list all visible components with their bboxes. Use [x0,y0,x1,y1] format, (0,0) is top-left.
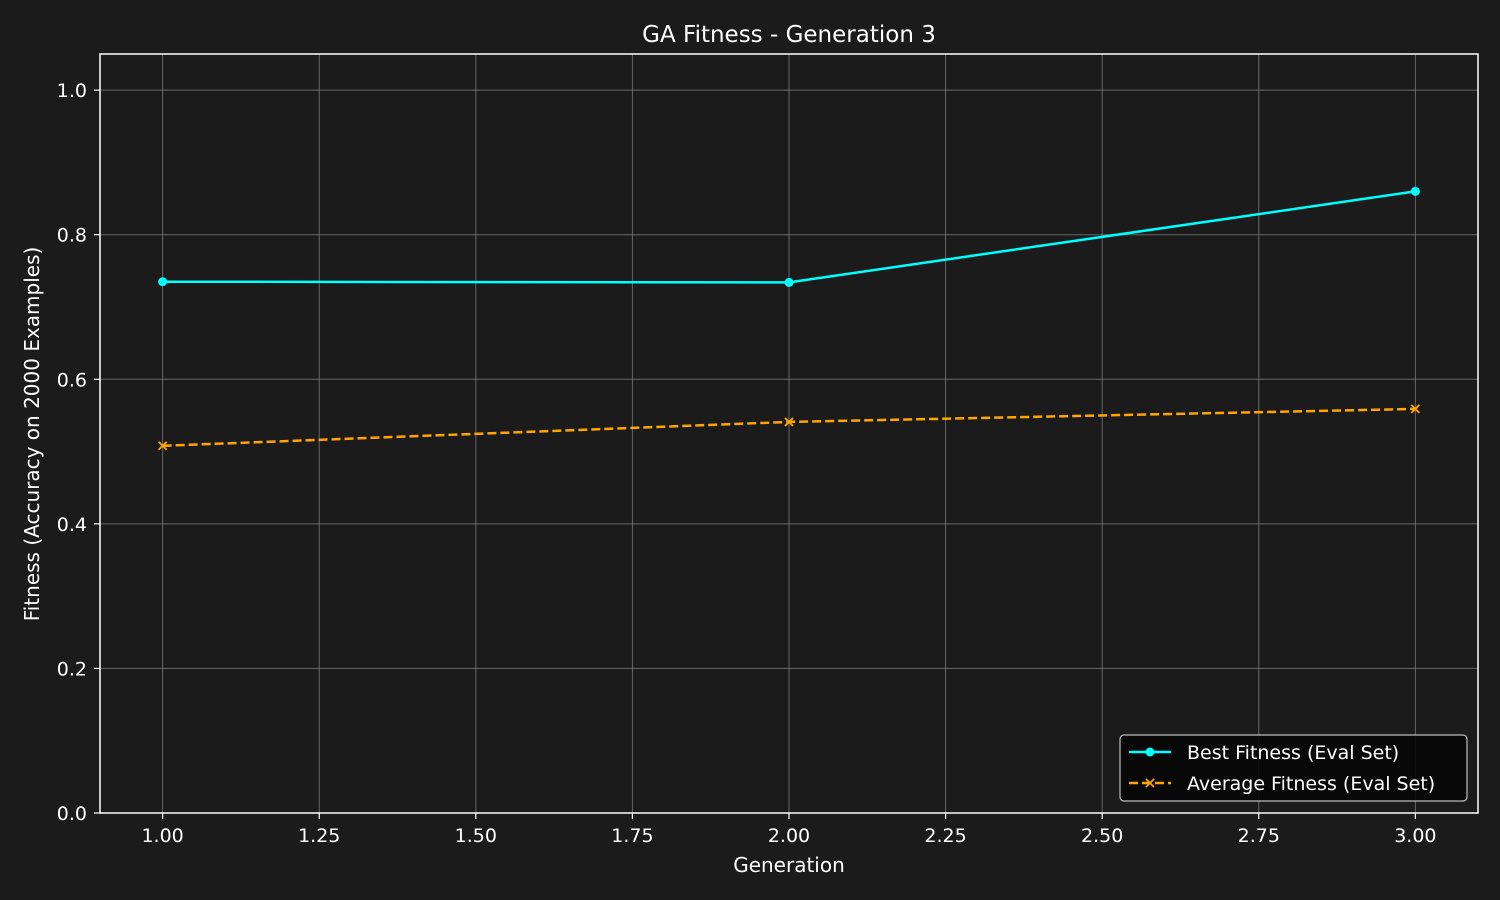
x-tick-label: 2.00 [768,825,810,847]
y-axis-ticks: 0.0 0.2 0.4 0.6 0.8 1.0 [57,80,100,825]
y-tick-label: 0.8 [57,225,87,247]
marker-stroke [157,441,168,451]
grid-lines [100,54,1478,814]
y-axis-label: Fitness (Accuracy on 2000 Examples) [20,247,44,622]
legend-label: Average Fitness (Eval Set) [1187,773,1435,795]
series-2-point [157,441,168,451]
x-tick-label: 1.50 [455,825,497,847]
series-2-point [784,417,794,427]
x-tick-label: 1.25 [298,825,340,847]
x-tick-label: 2.25 [924,825,966,847]
legend-swatch-marker [1145,747,1155,757]
legend: Best Fitness (Eval Set) Average Fitness (… [1119,734,1468,802]
series-1-point [1410,186,1420,196]
x-tick-label: 3.00 [1394,825,1436,847]
legend-label: Best Fitness (Eval Set) [1187,742,1399,764]
y-tick-label: 0.4 [57,514,87,536]
legend-swatch-marker [1145,778,1155,788]
x-axis-label: Generation [733,853,845,877]
series-2-point [1410,404,1421,414]
x-tick-label: 1.00 [141,825,183,847]
y-tick-label: 0.2 [57,658,87,680]
marker-stroke [784,417,794,427]
x-axis-ticks: 1.00 1.25 1.50 1.75 2.00 2.25 2.50 2.75 3.00 [141,813,1437,847]
chart-title: GA Fitness - Generation 3 [642,22,936,48]
series-layer [157,186,1421,451]
y-tick-label: 1.0 [57,80,87,102]
marker-stroke [1410,404,1421,414]
series-1-point [158,277,168,287]
legend-box [1119,734,1468,802]
y-tick-label: 0.6 [57,369,87,391]
x-tick-label: 2.50 [1081,825,1123,847]
legend-entries: Best Fitness (Eval Set) Average Fitness (… [1129,742,1435,795]
x-tick-label: 1.75 [611,825,653,847]
x-tick-label: 2.75 [1238,825,1280,847]
y-tick-label: 0.0 [57,803,87,825]
series-1-point [784,277,794,287]
marker-stroke [1145,778,1155,788]
